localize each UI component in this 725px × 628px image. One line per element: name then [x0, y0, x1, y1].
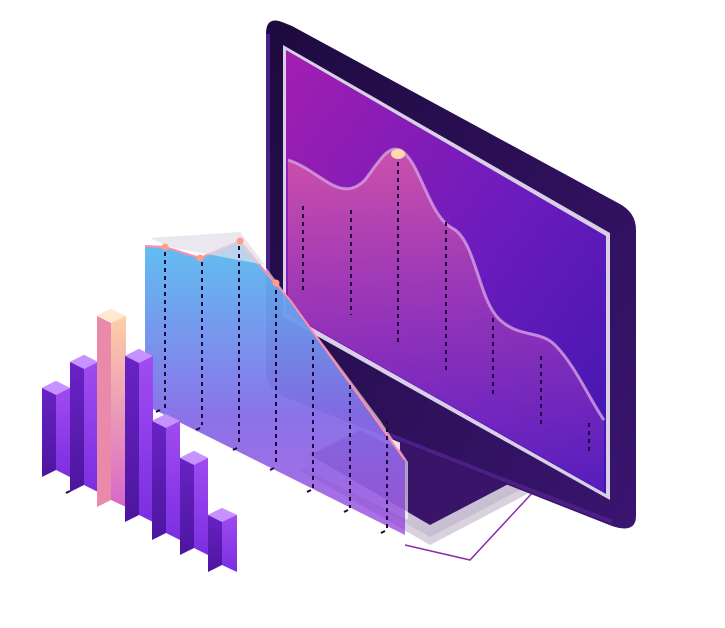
front-chart-panel	[65, 232, 408, 535]
bar	[152, 414, 180, 540]
bar-chart-icon	[42, 309, 237, 572]
bar	[180, 451, 208, 555]
bar	[70, 355, 98, 492]
peak-marker	[391, 149, 405, 159]
bar-highlight	[97, 309, 126, 507]
bar	[125, 349, 153, 522]
bar	[208, 508, 237, 572]
bar	[42, 381, 70, 477]
area-chart-icon	[287, 147, 606, 492]
